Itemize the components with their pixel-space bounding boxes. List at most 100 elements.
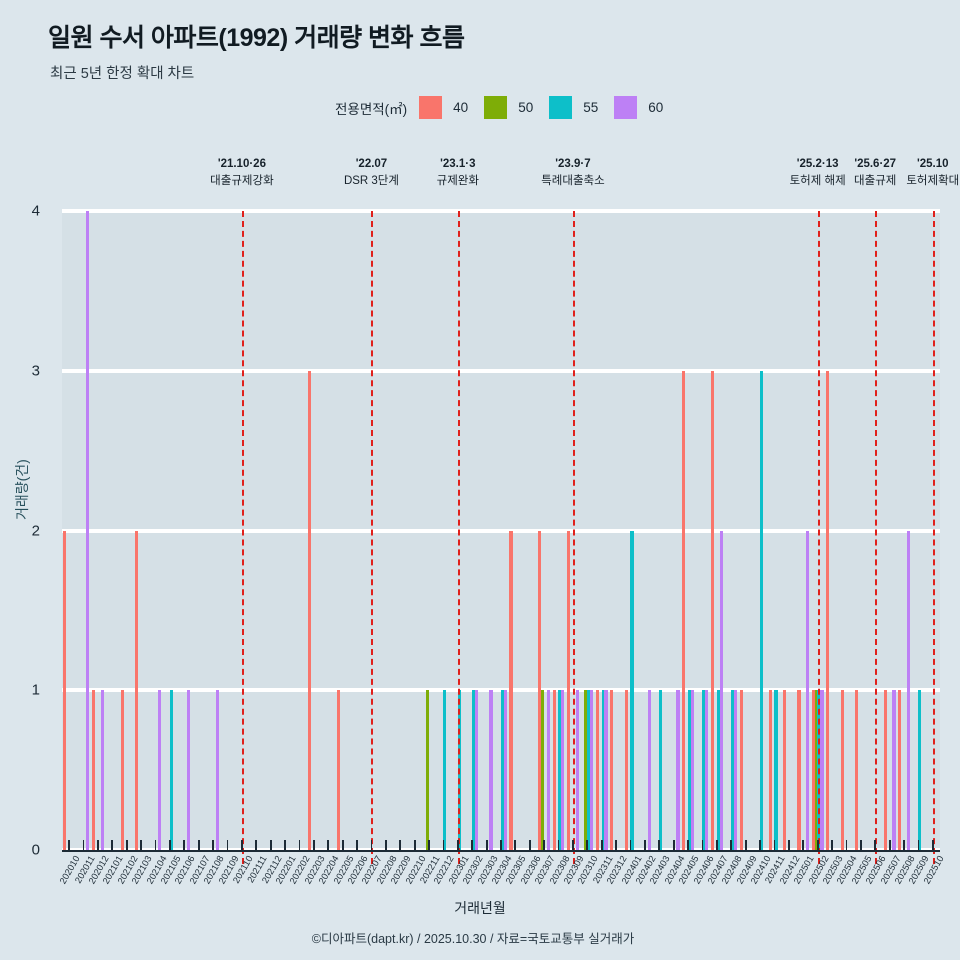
- x-tick: [903, 840, 905, 851]
- x-axis-title: 거래년월: [454, 900, 506, 916]
- bar-202508-60[interactable]: [906, 530, 910, 850]
- bar-202012-40[interactable]: [92, 690, 96, 850]
- legend-title: 전용면적(㎡): [335, 101, 408, 117]
- bar-202302-55[interactable]: [472, 690, 476, 850]
- bar-202503-40[interactable]: [826, 370, 830, 850]
- bar-202407-40[interactable]: [710, 370, 715, 850]
- legend-swatch-icon: [484, 96, 508, 119]
- bar-202507-40[interactable]: [883, 690, 887, 850]
- bar-202308-40[interactable]: [552, 690, 556, 850]
- bar-202404-60[interactable]: [676, 690, 680, 850]
- annotation-text: 대출규제강화: [210, 174, 274, 187]
- x-tick: [68, 840, 71, 851]
- x-tick: [543, 840, 546, 851]
- bar-202102-40[interactable]: [120, 690, 125, 850]
- bar-202406-60[interactable]: [705, 690, 709, 850]
- bar-202205-40[interactable]: [336, 690, 340, 850]
- bar-202405-60[interactable]: [690, 690, 695, 850]
- bar-202310-50[interactable]: [584, 690, 588, 850]
- bar-202502-50[interactable]: [814, 690, 818, 850]
- bar-202108-60[interactable]: [215, 690, 220, 850]
- bar-202509-55[interactable]: [918, 690, 922, 850]
- x-tick: [183, 840, 186, 851]
- bar-202305-40[interactable]: [509, 530, 513, 850]
- annotation-line-202510: [932, 211, 935, 864]
- bar-202203-40[interactable]: [307, 370, 312, 850]
- bar-202012-60[interactable]: [100, 690, 104, 850]
- bar-202312-40[interactable]: [610, 690, 614, 850]
- bar-202304-55[interactable]: [500, 690, 505, 850]
- x-tick: [370, 840, 373, 851]
- x-tick: [384, 840, 387, 851]
- bar-202508-40[interactable]: [898, 690, 902, 850]
- bar-202409-40[interactable]: [739, 690, 743, 850]
- legend-item-50[interactable]: 50: [484, 96, 533, 119]
- bar-202410-55[interactable]: [759, 370, 764, 850]
- bar-202405-55[interactable]: [687, 690, 692, 850]
- bar-202407-55[interactable]: [716, 690, 720, 850]
- legend-items: 40 50 55 60: [419, 96, 679, 119]
- bar-202402-60[interactable]: [647, 690, 651, 850]
- annotation-line-202207: [371, 211, 374, 864]
- bar-202408-60[interactable]: [734, 690, 738, 850]
- bar-202505-40[interactable]: [854, 690, 859, 850]
- bar-202502-40[interactable]: [811, 690, 815, 850]
- bar-202212-55[interactable]: [443, 690, 447, 850]
- bar-202311-40[interactable]: [595, 690, 600, 850]
- x-tick: [341, 840, 344, 851]
- bar-202401-40[interactable]: [624, 690, 628, 850]
- bar-202311-55[interactable]: [601, 690, 605, 850]
- x-tick: [687, 840, 689, 851]
- x-tick: [269, 840, 272, 851]
- bar-202211-50[interactable]: [425, 690, 430, 850]
- bar-202502-60[interactable]: [820, 690, 824, 850]
- bar-202412-40[interactable]: [782, 690, 787, 850]
- legend-item-40[interactable]: 40: [419, 96, 468, 119]
- bar-202105-55[interactable]: [169, 690, 173, 850]
- bar-202501-40[interactable]: [797, 690, 801, 850]
- bar-202407-60[interactable]: [719, 530, 723, 850]
- bar-202303-60[interactable]: [489, 690, 493, 850]
- annotation-line-202502: [817, 211, 820, 864]
- x-tick: [284, 840, 286, 851]
- x-tick: [888, 840, 891, 851]
- bar-202411-40[interactable]: [768, 690, 772, 850]
- bar-202408-55[interactable]: [731, 690, 735, 850]
- legend-item-55[interactable]: 55: [549, 96, 598, 119]
- bar-202304-60[interactable]: [503, 690, 507, 850]
- x-tick: [212, 840, 215, 851]
- bar-202501-60[interactable]: [805, 530, 810, 850]
- bar-202507-60[interactable]: [892, 690, 896, 850]
- bar-202310-60[interactable]: [590, 690, 594, 850]
- legend: 전용면적(㎡) 40 50 55 60: [335, 96, 679, 119]
- bar-202405-40[interactable]: [682, 370, 686, 850]
- bar-202311-60[interactable]: [604, 690, 608, 850]
- bar-202307-40[interactable]: [538, 530, 542, 850]
- bar-202011-60[interactable]: [86, 211, 90, 850]
- bar-202406-55[interactable]: [702, 690, 706, 850]
- bar-202302-60[interactable]: [474, 690, 479, 850]
- bar-202403-55[interactable]: [659, 690, 663, 850]
- bar-202309-40[interactable]: [567, 530, 571, 850]
- x-tick: [658, 840, 661, 851]
- bar-202010-40[interactable]: [63, 530, 67, 850]
- legend-item-60[interactable]: 60: [614, 96, 663, 119]
- x-tick: [759, 840, 761, 851]
- legend-swatch-icon: [419, 96, 443, 119]
- annotation-line-202110: [241, 211, 244, 864]
- bar-202106-60[interactable]: [187, 690, 191, 850]
- bar-202308-55[interactable]: [558, 690, 562, 850]
- bar-202307-60[interactable]: [546, 690, 551, 850]
- bar-202411-55[interactable]: [774, 690, 778, 850]
- x-tick: [845, 840, 848, 851]
- bar-202309-60[interactable]: [575, 690, 579, 850]
- bar-202307-50[interactable]: [541, 690, 545, 850]
- bar-202104-60[interactable]: [158, 690, 162, 850]
- bar-202401-55[interactable]: [630, 530, 634, 850]
- bar-202103-40[interactable]: [135, 530, 139, 850]
- bar-202504-40[interactable]: [840, 690, 844, 850]
- x-tick: [802, 840, 805, 851]
- bar-202310-55[interactable]: [587, 690, 591, 850]
- bar-202308-60[interactable]: [561, 690, 565, 850]
- annotation-label-202110: '21.10·26 대출규제강화: [210, 156, 273, 189]
